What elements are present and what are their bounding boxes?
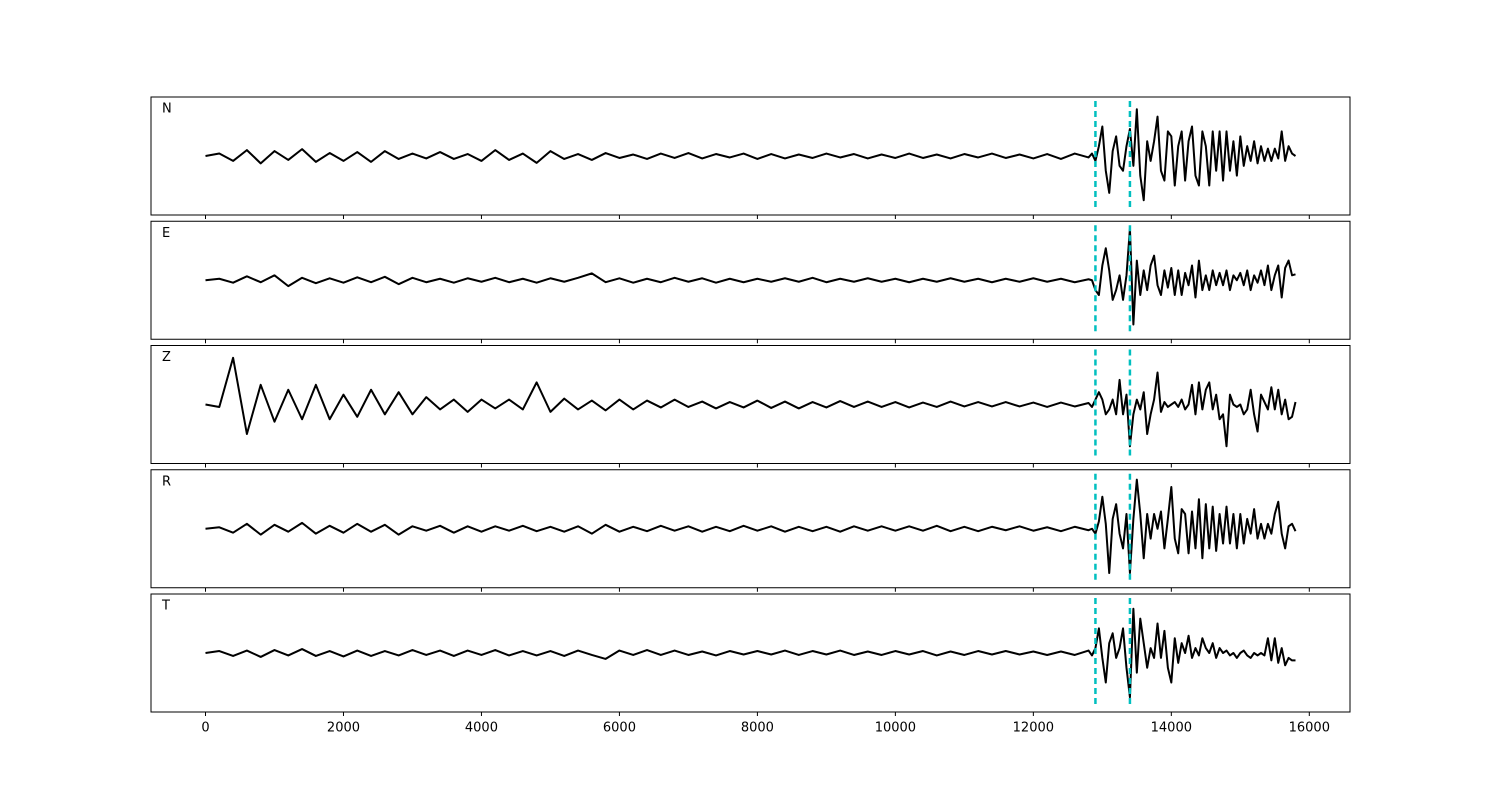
x-tick-label: 4000: [465, 721, 498, 736]
x-tick-label: 6000: [603, 721, 636, 736]
trace: [205, 478, 1297, 574]
trace: [205, 607, 1296, 699]
component-label: T: [161, 599, 170, 614]
panel-frame: [150, 96, 1351, 216]
trace: [205, 356, 1297, 448]
x-tick-label: 12000: [1013, 721, 1054, 736]
panel-frame: [150, 345, 1351, 464]
x-tick-label: 8000: [741, 721, 774, 736]
trace: [205, 227, 1296, 326]
x-tick-label: 16000: [1289, 721, 1330, 736]
x-tick-label: 2000: [327, 721, 360, 736]
x-tick-label: 14000: [1151, 721, 1192, 736]
component-label: R: [162, 474, 171, 489]
x-tick-label: 10000: [875, 721, 916, 736]
component-label: N: [162, 102, 172, 117]
x-tick-label: 0: [201, 721, 209, 736]
trace: [205, 108, 1297, 202]
component-label: Z: [162, 350, 171, 365]
component-label: E: [162, 226, 170, 241]
panel-frame: [150, 469, 1351, 589]
panel-frame: [150, 593, 1351, 713]
panel-frame: [150, 220, 1351, 340]
